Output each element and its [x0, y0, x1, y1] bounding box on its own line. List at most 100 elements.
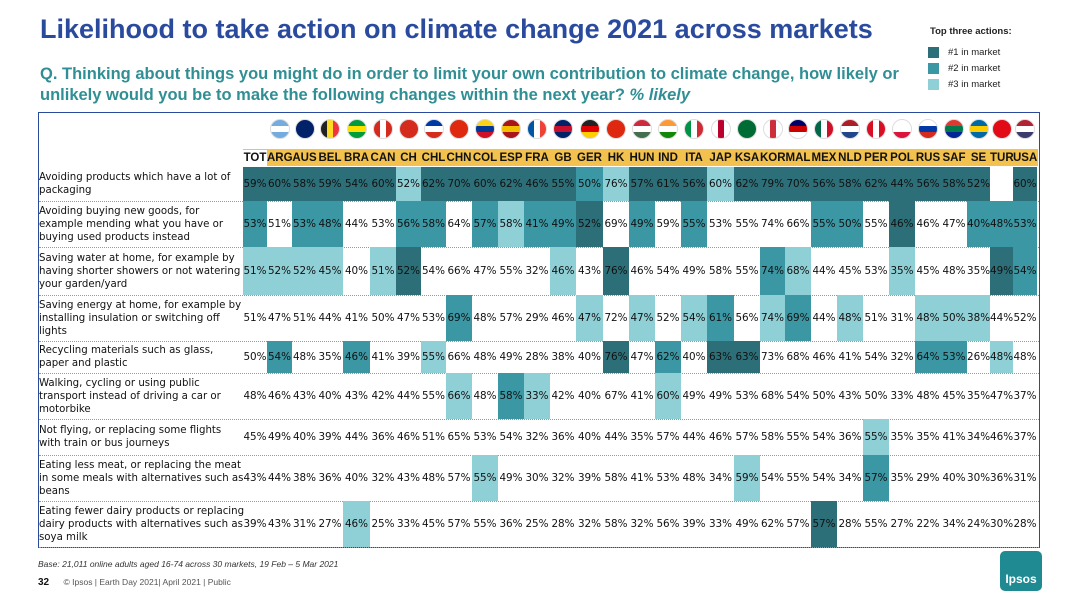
cell-value: 72%	[604, 312, 628, 324]
row-label-text: Walking, cycling or using public transpo…	[39, 377, 221, 415]
table-cell: 27%	[889, 501, 915, 547]
table-cell: 39%	[396, 341, 421, 373]
table-cell: 50%	[576, 167, 603, 201]
table-cell: 25%	[370, 501, 396, 547]
cell-value: 38%	[551, 351, 575, 363]
table-cell: 47%	[472, 247, 498, 295]
table-cell: 53%	[472, 419, 498, 455]
cell-value: 58%	[499, 390, 523, 402]
cell-value: 45%	[838, 265, 862, 277]
cell-value: 44%	[812, 265, 836, 277]
table-cell: 42%	[550, 373, 576, 419]
table-cell: 27%	[317, 501, 343, 547]
table-cell: 64%	[446, 201, 472, 247]
cell-value: 68%	[786, 351, 810, 363]
cell-value: 29%	[525, 312, 549, 324]
column-header-fra: FRA	[525, 152, 549, 164]
row-label: Walking, cycling or using public transpo…	[39, 373, 245, 419]
table-cell: 51%	[370, 247, 396, 295]
cell-value: 32%	[371, 472, 395, 484]
table-cell: 24%	[967, 501, 990, 547]
table-cell: 35%	[967, 247, 990, 295]
cell-value: 55%	[421, 351, 446, 363]
table-cell: 45%	[837, 247, 863, 295]
row-label-text: Eating less meat, or replacing the meat …	[39, 459, 244, 497]
cell-value: 47%	[577, 312, 602, 324]
cell-value: 37%	[1013, 390, 1037, 402]
table-cell: 41%	[524, 201, 550, 247]
cell-value: 53%	[292, 218, 317, 230]
cell-value: 46%	[708, 431, 733, 443]
row-label: Saving energy at home, for example by in…	[39, 295, 245, 341]
cell-value: 60%	[1013, 178, 1037, 190]
table-cell: 56%	[915, 167, 941, 201]
header-band	[243, 149, 1038, 166]
cell-value: 54%	[267, 351, 292, 363]
cell-value: 68%	[786, 265, 810, 277]
row-label-text: Saving energy at home, for example by in…	[39, 299, 242, 337]
table-cell: 60%	[707, 167, 734, 201]
column-header-mex: MEX	[811, 152, 837, 164]
cell-value: 62%	[864, 178, 888, 190]
table-cell: 46%	[343, 341, 370, 373]
table-cell: 39%	[681, 501, 707, 547]
table-cell: 40%	[576, 341, 603, 373]
table-cell: 55%	[734, 201, 760, 247]
table-cell: 31%	[1013, 455, 1037, 501]
cell-value: 46%	[551, 312, 575, 324]
cell-value: 47%	[473, 265, 497, 277]
table-cell: 57%	[655, 419, 681, 455]
cell-value: 48%	[243, 390, 267, 402]
table-cell: 48%	[990, 201, 1013, 247]
cell-value: 52%	[267, 265, 292, 277]
column-header-usa: USA	[1013, 152, 1038, 164]
cell-value: 52%	[396, 178, 421, 190]
table-cell: 39%	[243, 501, 267, 547]
cell-value: 36%	[318, 472, 342, 484]
table-cell: 45%	[317, 247, 343, 295]
cell-value: 41%	[630, 390, 654, 402]
table-cell: 53%	[292, 201, 317, 247]
row-label: Eating fewer dairy products or replacing…	[39, 501, 245, 547]
cell-value: 62%	[499, 178, 523, 190]
south-korea-flag	[762, 119, 783, 139]
column-header-jap: JAP	[709, 152, 732, 164]
table-cell: 46%	[550, 247, 576, 295]
cell-value: 54%	[499, 431, 523, 443]
table-cell: 36%	[370, 419, 396, 455]
table-cell: 46%	[811, 341, 837, 373]
saudi-arabia-flag	[737, 119, 757, 139]
cell-value: 48%	[473, 390, 497, 402]
cell-value: 40%	[577, 351, 602, 363]
legend-label-1: #1 in market	[948, 46, 1001, 58]
column-header-nld: NLD	[838, 152, 862, 164]
table-cell: 44%	[889, 167, 915, 201]
column-header-bel: BEL	[318, 152, 342, 164]
table-cell: 54%	[785, 373, 811, 419]
cell-value: 56%	[735, 312, 759, 324]
cell-value: 47%	[942, 218, 966, 230]
netherlands-flag	[840, 119, 860, 139]
copyright: © Ipsos | Earth Day 2021| April 2021 | P…	[63, 577, 231, 587]
table-cell: 47%	[629, 295, 655, 341]
row-separator	[39, 341, 1039, 342]
cell-value: 51%	[243, 265, 267, 277]
cell-value: 36%	[551, 431, 575, 443]
table-cell: 60%	[655, 373, 681, 419]
table-cell: 51%	[421, 419, 446, 455]
table-cell: 50%	[811, 373, 837, 419]
cell-value: 60%	[267, 178, 292, 190]
table-cell: 52%	[655, 295, 681, 341]
column-header-gb: GB	[554, 152, 572, 164]
table-cell: 35%	[915, 419, 941, 455]
cell-value: 47%	[396, 312, 421, 324]
cell-value: 51%	[864, 312, 888, 324]
table-cell: 69%	[446, 295, 472, 341]
table-cell: 68%	[785, 341, 811, 373]
table-cell: 44%	[396, 373, 421, 419]
table-cell: 43%	[243, 455, 267, 501]
cell-value: 43%	[344, 390, 369, 402]
cell-value: 48%	[292, 351, 317, 363]
legend-item-3: #3 in market	[928, 76, 1068, 92]
table-cell: 58%	[603, 501, 629, 547]
